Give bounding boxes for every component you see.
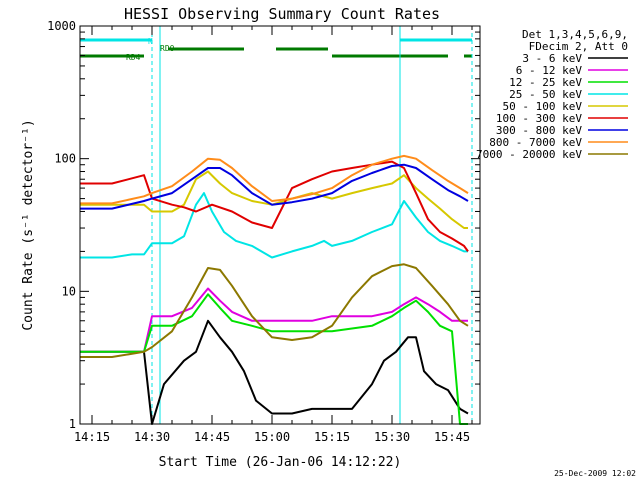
legend-entry-label: 800 - 7000 keV: [489, 136, 582, 149]
y-axis-title: Count Rate (s⁻¹ detector⁻¹): [21, 119, 36, 330]
series-line-12-25-kev: [80, 293, 468, 425]
series-line-800-7000-kev: [80, 154, 469, 205]
x-tick-label: 15:15: [314, 430, 350, 444]
x-tick-label: 14:30: [134, 430, 170, 444]
series-layer: [80, 154, 469, 425]
footer-date: 25-Dec-2009 12:02: [554, 469, 636, 478]
series-line-25-50-kev: [80, 192, 468, 259]
flag-label-rd0: RD0: [160, 44, 175, 53]
axes: 14:15 14:30 14:45 15:00 15:15 15:30 15:45 1 10 10…: [47, 19, 480, 444]
chart-title: HESSI Observing Summary Count Rates: [124, 5, 440, 23]
legend-entry-label: 25 - 50 keV: [509, 88, 582, 101]
x-tick-label: 15:45: [434, 430, 470, 444]
legend-entry-label: 6 - 12 keV: [516, 64, 583, 77]
legend-entry-label: 50 - 100 keV: [503, 100, 583, 113]
legend-title-line: FDecim 2, Att 0: [529, 40, 628, 53]
legend-entry-label: 100 - 300 keV: [496, 112, 582, 125]
y-tick-label: 100: [54, 152, 76, 166]
series-line-3-6-kev: [80, 319, 469, 425]
y-tick-label: 1000: [47, 19, 76, 33]
x-tick-label: 14:45: [194, 430, 230, 444]
legend-entry-label: 7000 - 20000 keV: [476, 148, 582, 161]
x-tick-label: 15:00: [254, 430, 290, 444]
x-tick-label: 15:30: [374, 430, 410, 444]
series-line-300-800-kev: [80, 163, 469, 210]
series-line-6-12-kev: [80, 287, 468, 353]
legend-title-line: Det 1,3,4,5,6,9,: [522, 28, 628, 41]
y-tick-label: 10: [62, 284, 76, 298]
flag-label-n: N: [148, 37, 153, 46]
series-line-7000-20000-kev: [80, 263, 469, 358]
flag-bars: N RD0 RD4: [80, 26, 473, 424]
legend-entry-label: 300 - 800 keV: [496, 124, 582, 137]
legend: Det 1,3,4,5,6,9,FDecim 2, Att 03 - 6 keV…: [476, 28, 628, 161]
legend-entry-label: 12 - 25 keV: [509, 76, 582, 89]
flag-label-rd4: RD4: [126, 53, 141, 62]
series-line-100-300-kev: [80, 160, 469, 252]
plot-frame: [79, 25, 481, 425]
x-axis-title: Start Time (26-Jan-06 14:12:22): [159, 455, 402, 470]
y-tick-label: 1: [69, 417, 76, 431]
x-tick-label: 14:15: [74, 430, 110, 444]
legend-entry-label: 3 - 6 keV: [522, 52, 582, 65]
